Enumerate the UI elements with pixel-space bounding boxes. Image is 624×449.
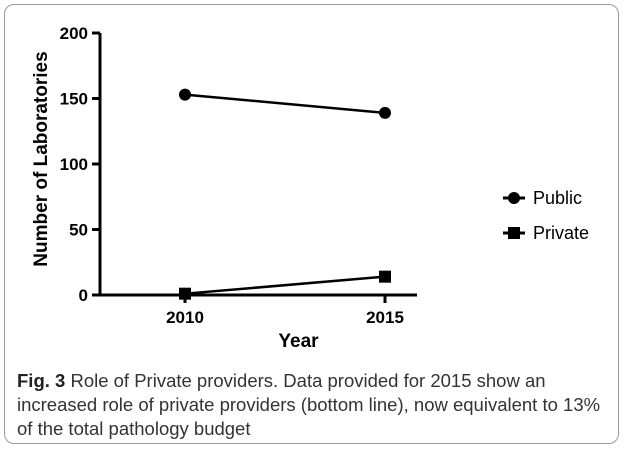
y-axis-title: Number of Laboratories: [31, 51, 52, 266]
line-chart: 0 50 100 150 200 2010 2015 Year Number of Labora…: [31, 24, 589, 352]
x-tick-label: 2010: [166, 308, 204, 327]
caption-label: Fig. 3: [17, 370, 66, 391]
y-tick-label: 200: [60, 24, 88, 43]
y-tick-label: 50: [69, 221, 88, 240]
legend-marker-public: [508, 192, 520, 204]
data-point-public: [179, 88, 191, 101]
data-point-private: [179, 287, 191, 300]
legend-label-private: Private: [533, 223, 589, 243]
x-tick-label: 2015: [366, 308, 404, 327]
data-point-private: [379, 270, 391, 283]
x-axis-title: Year: [278, 331, 319, 352]
series-line-private: [184, 275, 386, 295]
data-point-public: [379, 106, 391, 119]
series-line-public: [184, 93, 386, 115]
y-tick-label: 100: [60, 155, 88, 174]
legend-label-public: Public: [533, 188, 582, 208]
figure-frame: 0 50 100 150 200 2010 2015 Year Number of Labora…: [4, 4, 619, 444]
legend-marker-private: [508, 227, 520, 239]
figure-caption: Fig. 3 Role of Private providers. Data pr…: [17, 369, 613, 441]
y-tick-label: 150: [60, 90, 88, 109]
y-tick-label: 0: [79, 286, 88, 305]
caption-text: Role of Private providers. Data provided…: [17, 370, 601, 439]
